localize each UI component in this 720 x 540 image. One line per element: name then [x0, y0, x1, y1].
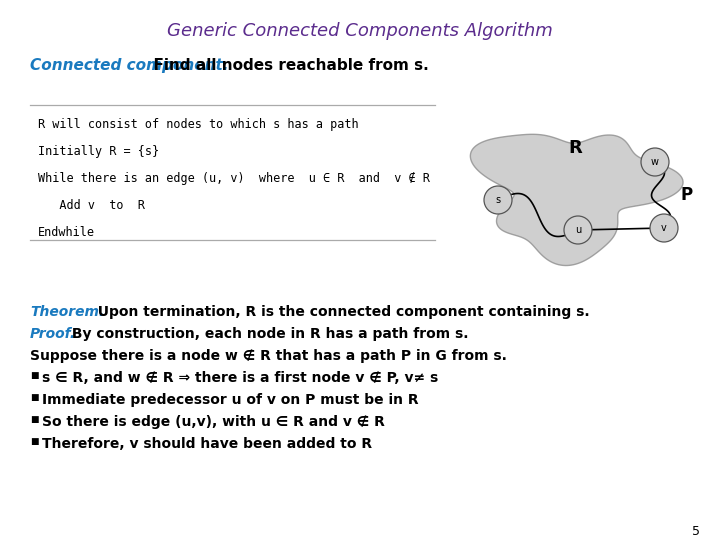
Text: Proof.: Proof. [30, 327, 76, 341]
Text: Immediate predecessor u of v on P must be in R: Immediate predecessor u of v on P must b… [42, 393, 418, 407]
Text: Generic Connected Components Algorithm: Generic Connected Components Algorithm [167, 22, 553, 40]
Polygon shape [470, 134, 683, 266]
Text: s: s [495, 195, 500, 205]
Circle shape [564, 216, 592, 244]
Circle shape [650, 214, 678, 242]
Text: 5: 5 [692, 525, 700, 538]
Text: Theorem.: Theorem. [30, 305, 104, 319]
Circle shape [484, 186, 512, 214]
Text: ■: ■ [30, 393, 38, 402]
Text: So there is edge (u,v), with u ∈ R and v ∉ R: So there is edge (u,v), with u ∈ R and v… [42, 415, 385, 429]
Text: Suppose there is a node w ∉ R that has a path P in G from s.: Suppose there is a node w ∉ R that has a… [30, 349, 507, 363]
Text: R will consist of nodes to which s has a path: R will consist of nodes to which s has a… [38, 118, 359, 131]
Text: Endwhile: Endwhile [38, 226, 95, 239]
Text: R: R [568, 139, 582, 157]
Text: u: u [575, 225, 581, 235]
Text: Initially R = {s}: Initially R = {s} [38, 145, 159, 158]
Text: v: v [661, 223, 667, 233]
Text: Therefore, v should have been added to R: Therefore, v should have been added to R [42, 437, 372, 451]
Text: Add v  to  R: Add v to R [38, 199, 145, 212]
Text: P: P [680, 186, 692, 204]
Text: ■: ■ [30, 437, 38, 446]
Text: Connected component.: Connected component. [30, 58, 228, 73]
Text: By construction, each node in R has a path from s.: By construction, each node in R has a pa… [67, 327, 469, 341]
Text: Find all nodes reachable from s.: Find all nodes reachable from s. [143, 58, 428, 73]
Text: ■: ■ [30, 371, 38, 380]
Circle shape [641, 148, 669, 176]
Text: w: w [651, 157, 659, 167]
Text: s ∈ R, and w ∉ R ⇒ there is a first node v ∉ P, v≠ s: s ∈ R, and w ∉ R ⇒ there is a first node… [42, 371, 438, 385]
Text: Upon termination, R is the connected component containing s.: Upon termination, R is the connected com… [88, 305, 590, 319]
Text: ■: ■ [30, 415, 38, 424]
Text: While there is an edge (u, v)  where  u ∈ R  and  v ∉ R: While there is an edge (u, v) where u ∈ … [38, 172, 430, 185]
